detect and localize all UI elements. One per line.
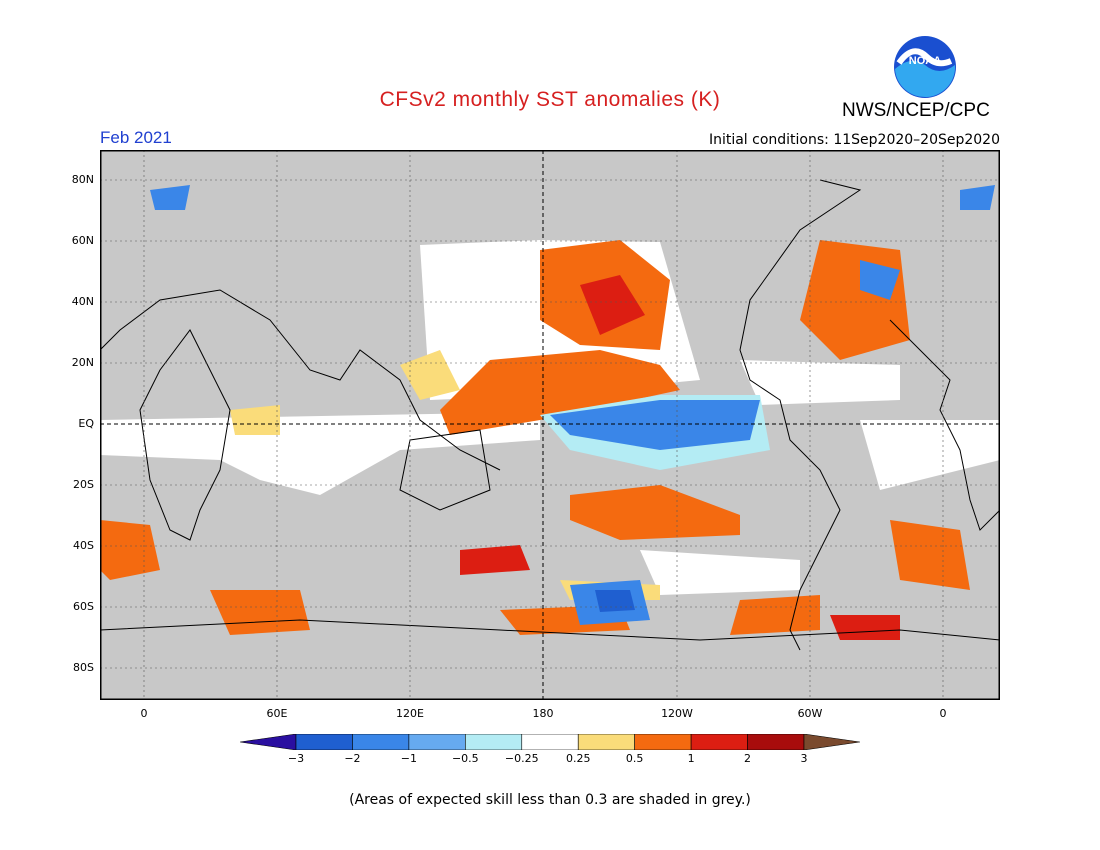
colorbar-tick-label: −0.25 — [504, 752, 539, 765]
noaa-logo: NOAA — [894, 36, 956, 98]
colorbar-tick-label: −1 — [400, 752, 417, 765]
initial-conditions: Initial conditions: 11Sep2020–20Sep2020 — [708, 132, 1000, 148]
colorbar-segment — [521, 734, 579, 750]
lat-label-60s: 60S — [73, 600, 94, 613]
forecast-month: Feb 2021 — [100, 128, 172, 147]
colorbar-segment — [352, 734, 410, 750]
lat-label-20n: 20N — [71, 356, 94, 369]
lon-label-120w: 120W — [661, 707, 693, 720]
lat-label-80n: 80N — [71, 173, 94, 186]
continent-coastlines — [100, 179, 1000, 651]
colorbar-segment — [465, 734, 523, 750]
graticule — [100, 150, 1000, 700]
lon-label-60e: 60E — [266, 707, 288, 720]
colorbar-arrow-left — [240, 734, 297, 750]
colorbar-segment — [408, 734, 466, 750]
lat-label-80s: 80S — [73, 661, 94, 674]
sst-anomaly-map — [100, 150, 1000, 700]
colorbar-tick-label: 0.25 — [565, 752, 591, 765]
lat-label-20s: 20S — [73, 478, 94, 491]
colorbar-tick-label: −0.5 — [451, 752, 479, 765]
colorbar — [240, 734, 860, 750]
footnote: (Areas of expected skill less than 0.3 a… — [349, 792, 751, 808]
colorbar-tick-label: 3 — [800, 752, 808, 765]
lon-label-0-right: 0 — [939, 707, 947, 720]
colorbar-segment — [634, 734, 692, 750]
colorbar-segment — [747, 734, 805, 750]
chart-title: CFSv2 monthly SST anomalies (K) — [379, 88, 721, 111]
colorbar-tick-label: 1 — [687, 752, 695, 765]
lon-label-0-left: 0 — [140, 707, 148, 720]
colorbar-segment — [577, 734, 635, 750]
colorbar-arrow-right — [803, 734, 860, 750]
lon-label-60w: 60W — [797, 707, 823, 720]
colorbar-tick-label: −3 — [287, 752, 305, 765]
map-frame — [100, 150, 1000, 700]
agency-label: NWS/NCEP/CPC — [842, 100, 990, 121]
lon-label-120e: 120E — [396, 707, 424, 720]
cool-anomalies — [150, 185, 995, 625]
noaa-logo-text: NOAA — [909, 55, 941, 67]
lat-label-eq: EQ — [78, 417, 94, 430]
colorbar-tick-label: −2 — [344, 752, 361, 765]
lat-label-40n: 40N — [71, 295, 94, 308]
colorbar-tick-label: 0.5 — [625, 752, 644, 765]
colorbar-tick-label: 2 — [744, 752, 752, 765]
lat-label-40s: 40S — [73, 539, 94, 552]
colorbar-segment — [690, 734, 748, 750]
colorbar-segment — [295, 734, 353, 750]
lon-label-180: 180 — [532, 707, 554, 720]
lat-label-60n: 60N — [71, 234, 94, 247]
